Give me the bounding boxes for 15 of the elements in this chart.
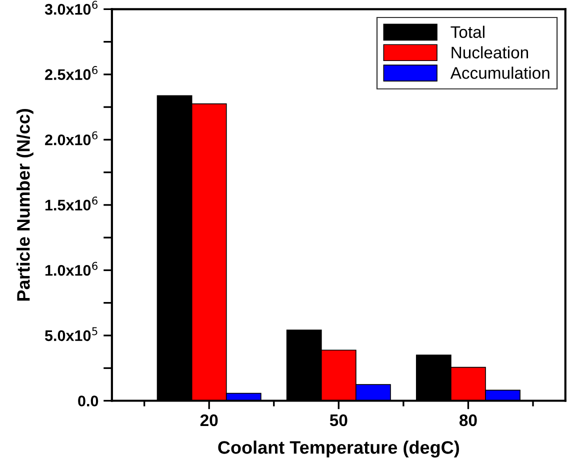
y-axis-title: Particle Number (N/cc): [16, 109, 34, 301]
y-tick-label: 1.5x10$^{6}$: [45, 196, 98, 211]
y-tick-label: 1.0x10$^{6}$: [45, 262, 98, 276]
x-tick-label: 20: [200, 414, 218, 426]
legend-label: Nucleation: [452, 46, 528, 58]
y-tick-label: 2.5x10$^{6}$: [45, 66, 98, 80]
x-axis-title: Coolant Temperature (degC): [218, 440, 459, 458]
y-tick-label: 5.0x10$^{5}$: [44, 327, 98, 342]
x-tick-label: 50: [330, 414, 348, 426]
y-tick-label: 3.0x10$^{6}$: [44, 0, 98, 15]
x-tick-label: 80: [459, 414, 477, 426]
legend-label: Total: [450, 26, 484, 38]
y-tick-label: 0.0: [78, 396, 98, 406]
legend-label: Accumulation: [450, 66, 550, 79]
y-tick-label: 2.0x10$^{6}$: [45, 131, 98, 146]
